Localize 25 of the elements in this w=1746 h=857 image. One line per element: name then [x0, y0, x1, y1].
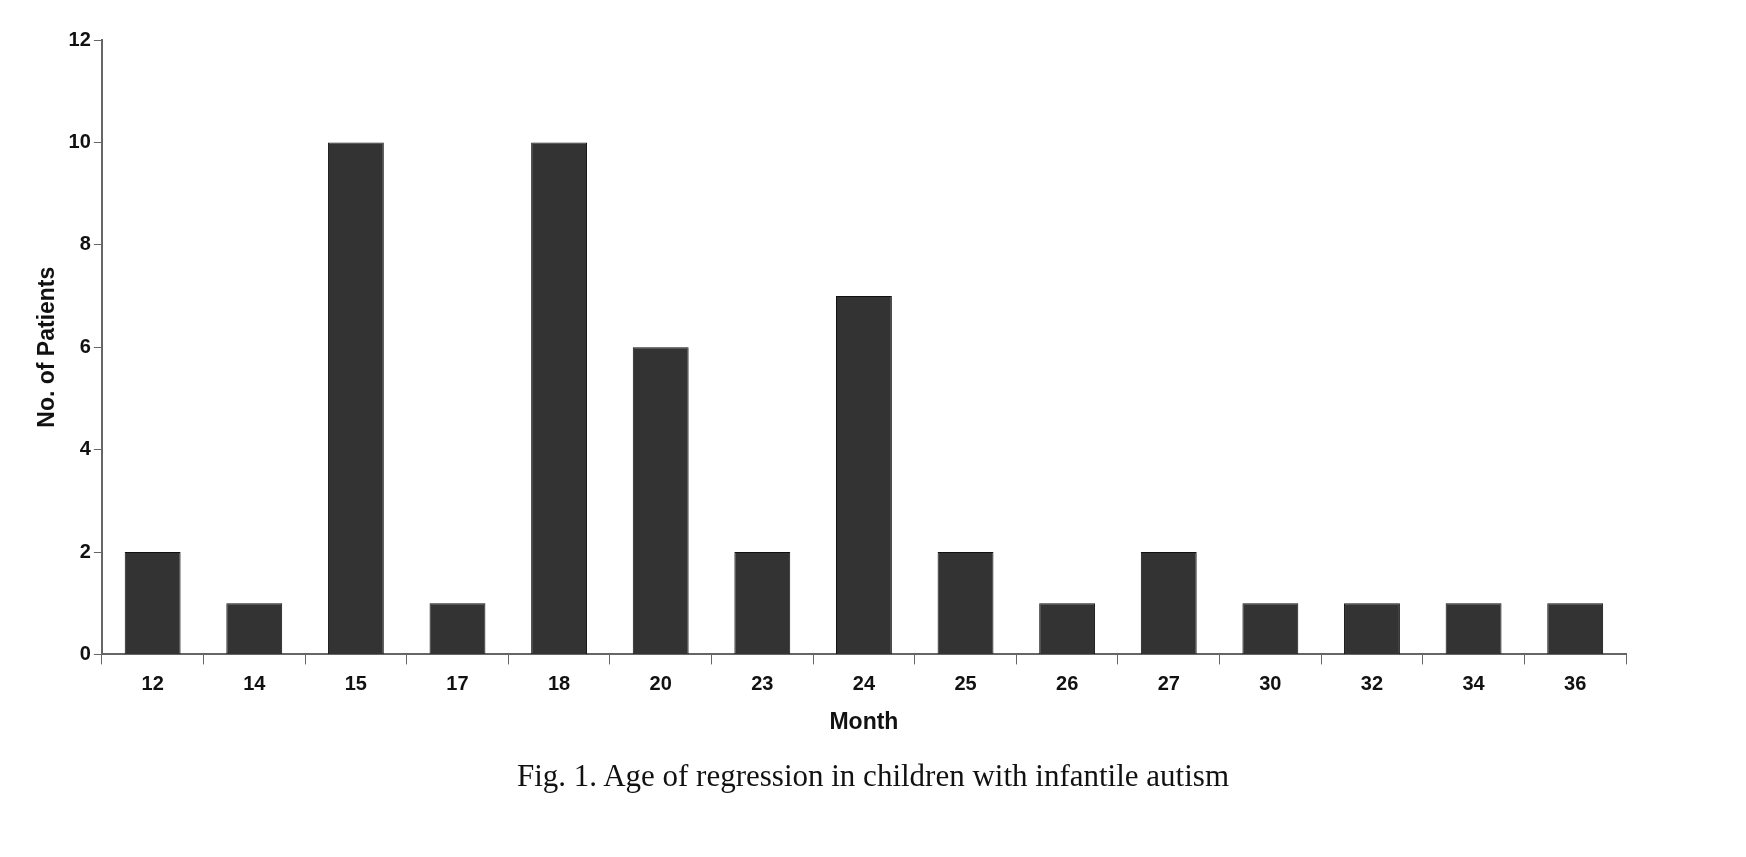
y-tick-label: 8: [79, 232, 91, 255]
x-tick-label: 36: [1564, 671, 1587, 694]
y-axis-title: No. of Patients: [33, 266, 60, 428]
x-tick-label: 26: [1056, 671, 1079, 694]
x-tick-label: 23: [751, 671, 774, 694]
y-tick-label: 6: [79, 334, 91, 357]
x-tick-label: 20: [649, 671, 672, 694]
x-tick-label: 14: [243, 671, 267, 694]
y-tick-label: 2: [79, 539, 91, 562]
x-tick-label: 25: [954, 671, 977, 694]
x-tick-label: 18: [547, 671, 571, 694]
y-tick-label: 10: [68, 129, 91, 152]
y-tick-label: 4: [79, 437, 92, 460]
text: Fig. 1. Age of regression in children with infantile autism: [516, 758, 1230, 794]
y-tick-label: 12: [68, 27, 91, 50]
x-axis-title: Month: [829, 707, 899, 734]
x-tick-label: 24: [852, 671, 876, 694]
x-tick-label: 30: [1259, 671, 1282, 694]
x-tick-label: 27: [1157, 671, 1180, 694]
x-tick-label: 32: [1360, 671, 1384, 694]
y-tick-label: 0: [79, 641, 91, 664]
x-tick-label: 34: [1462, 671, 1486, 694]
x-tick-label: 12: [141, 671, 164, 694]
x-tick-label: 17: [446, 671, 469, 694]
x-tick-label: 15: [344, 671, 367, 694]
